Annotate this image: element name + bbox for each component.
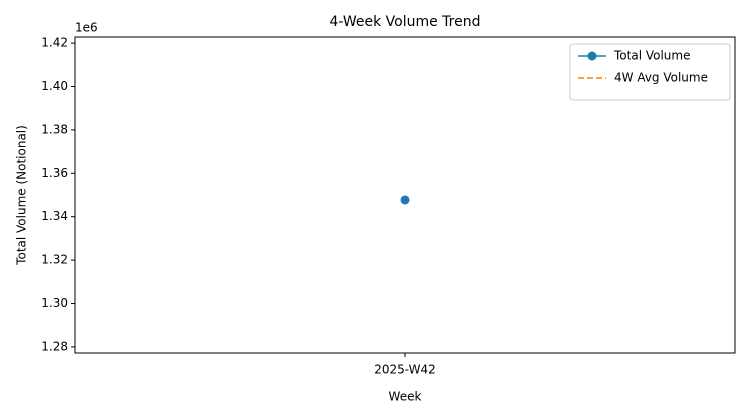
y-tick-label: 1.40	[41, 79, 68, 93]
legend-box	[569, 43, 731, 101]
legend-marker	[587, 51, 597, 61]
chart-title: 4-Week Volume Trend	[329, 14, 480, 30]
y-offset-label: 1e6	[75, 21, 98, 35]
y-tick-label: 1.36	[41, 166, 68, 180]
y-tick-label: 1.30	[41, 296, 68, 310]
legend-label: Total Volume	[613, 49, 690, 63]
data-point	[400, 195, 410, 205]
y-tick-label: 1.42	[41, 36, 68, 50]
x-axis-label: Week	[389, 390, 422, 404]
y-tick-label: 1.34	[41, 209, 68, 223]
y-tick-label: 1.28	[41, 339, 68, 353]
y-tick-label: 1.32	[41, 253, 68, 267]
legend-label: 4W Avg Volume	[614, 71, 708, 85]
y-tick-label: 1.38	[41, 122, 68, 136]
x-tick-label: 2025-W42	[374, 363, 436, 377]
y-axis-label: Total Volume (Notional)	[15, 125, 29, 266]
